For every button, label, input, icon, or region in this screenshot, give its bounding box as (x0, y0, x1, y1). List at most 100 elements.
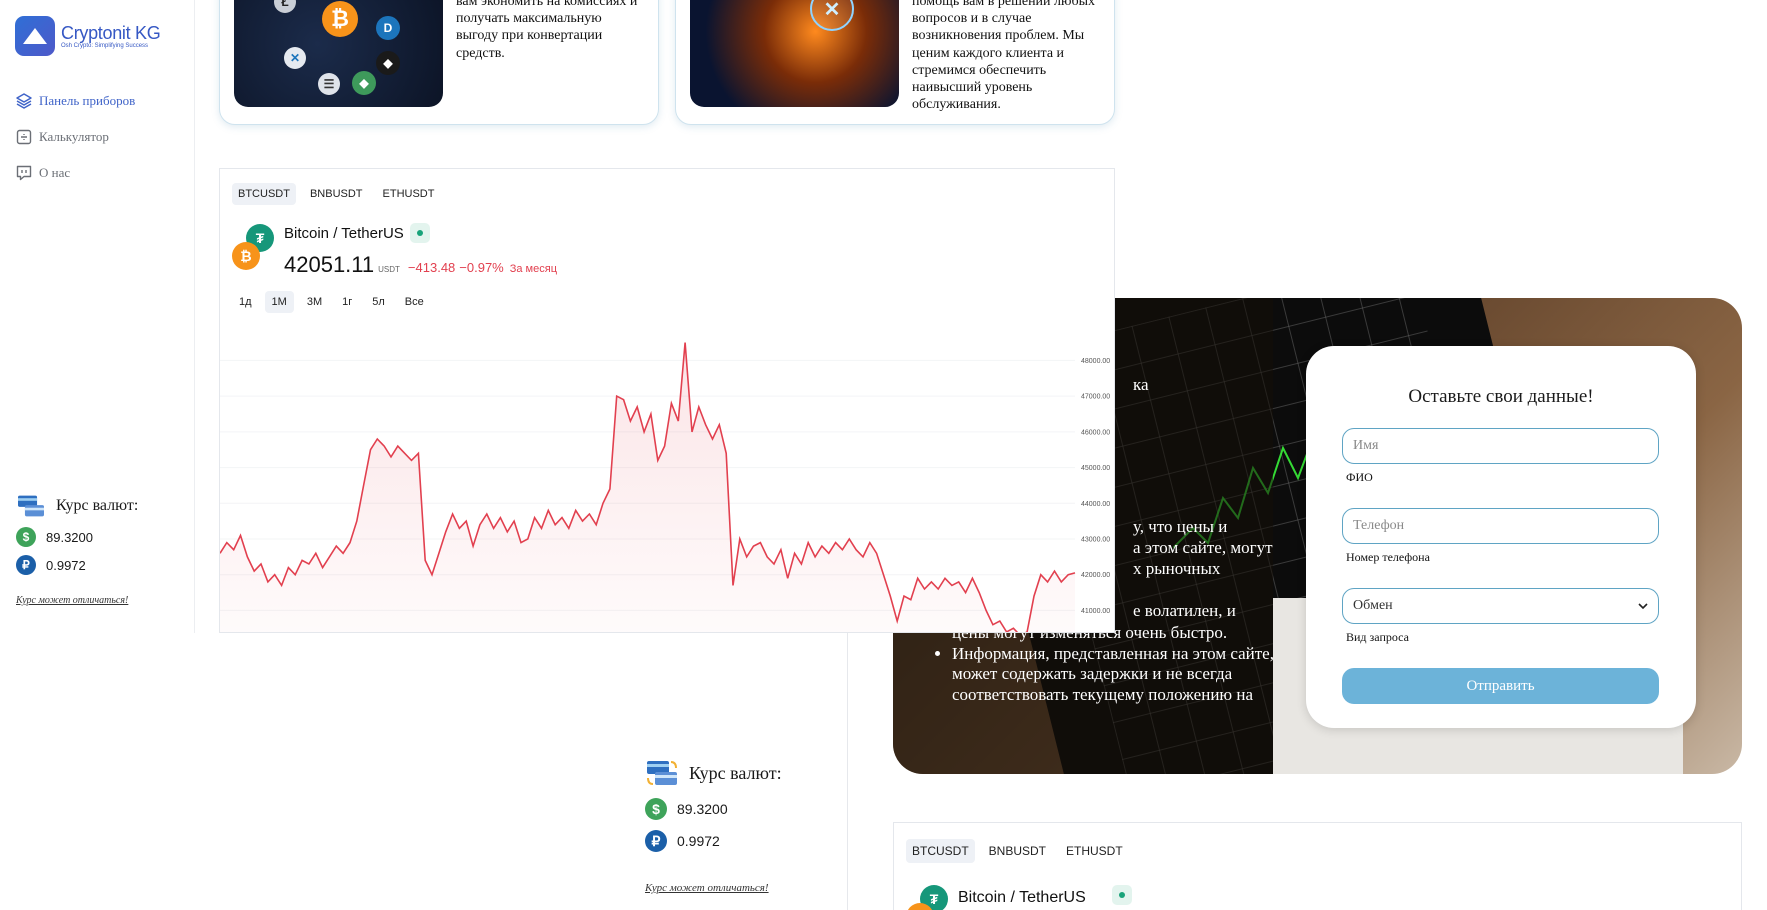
tab-ethusdt[interactable]: ETHUSDT (382, 188, 435, 200)
sidebar: Cryptonit KG Osh Crypto: Simplifying Suc… (0, 0, 195, 633)
name-input[interactable]: Имя (1342, 428, 1659, 464)
sidebar-item-dashboard[interactable]: Панель приборов (15, 92, 135, 110)
layers-icon (16, 93, 32, 109)
rates-title: Курс валют: (689, 762, 782, 783)
bg-text-fragment: у, что цены и (1133, 517, 1228, 536)
price-chart[interactable]: 48000.00 47000.00 46000.00 45000.00 44000.00… (220, 319, 1115, 633)
sidebar-item-label: О нас (39, 165, 71, 180)
ticker-widget: BTCUSDT BNBUSDT ETHUSDT ₮₿ Bitcoin / Tet… (219, 168, 1115, 633)
bg-text-fragment: ка (1133, 375, 1149, 394)
price-value: 42051.11 (284, 252, 375, 277)
range-1m[interactable]: 1M (264, 291, 294, 313)
phone-placeholder: Телефон (1353, 518, 1405, 533)
request-type-value: Обмен (1353, 598, 1393, 613)
range-1y[interactable]: 1г (342, 296, 353, 308)
y-tick-label: 46000.00 (1081, 429, 1110, 436)
crypto-coins-image: ₿ Ł D ✕ ◆ ☰ ◆ (234, 0, 443, 107)
price-change-abs: −413.48 (407, 260, 456, 275)
y-tick-label: 47000.00 (1081, 394, 1110, 401)
sidebar-item-calculator[interactable]: Калькулятор (15, 128, 135, 146)
sidebar-item-label: Калькулятор (39, 129, 109, 144)
rates-title: Курс валют: (56, 497, 139, 514)
price-line-series (220, 342, 1076, 632)
litecoin-icon: Ł (274, 0, 296, 13)
sidebar-item-label: Панель приборов (39, 93, 136, 108)
request-type-label: Вид запроса (1346, 630, 1409, 644)
disclaimer-list: цены могут изменяться очень быстро. Инфо… (930, 623, 1285, 705)
live-status-icon (1112, 885, 1132, 905)
currency-exchange-icon (18, 495, 44, 517)
ruble-icon: ₽ (16, 555, 36, 575)
pair-tabs: BTCUSDT BNBUSDT ETHUSDT (906, 839, 1129, 863)
logo[interactable]: Cryptonit KG Osh Crypto: Simplifying Suc… (15, 16, 161, 56)
range-selector: 1д 1M 3M 1г 5л Все (232, 291, 431, 313)
rub-rate: 0.9972 (677, 833, 720, 849)
y-tick-label: 43000.00 (1081, 537, 1110, 544)
range-5y[interactable]: 5л (372, 296, 385, 308)
feature-card: ✕ помощь вам в решении любых вопросов и … (675, 0, 1115, 125)
submit-button[interactable]: Отправить (1342, 668, 1659, 704)
currency-exchange-icon (647, 761, 677, 785)
y-tick-label: 48000.00 (1081, 358, 1110, 365)
fingerprint-icon: ☰ (318, 73, 340, 95)
tab-bnbusdt[interactable]: BNBUSDT (309, 188, 363, 200)
tab-btcusdt[interactable]: BTCUSDT (906, 839, 975, 863)
sidebar-nav: Панель приборов Калькулятор О нас (15, 92, 135, 200)
range-1d[interactable]: 1д (239, 296, 252, 308)
price-line: 42051.11 USDT −413.48 −0.97% За месяц (284, 252, 557, 278)
tab-btcusdt[interactable]: BTCUSDT (232, 183, 296, 205)
rates-disclaimer[interactable]: Курс может отличаться! (16, 595, 129, 606)
y-tick-label: 42000.00 (1081, 572, 1110, 579)
bg-text-fragment: х рыночных (1133, 559, 1221, 578)
feature-text: помощь вам в решении любых вопросов и в … (912, 0, 1096, 113)
bitcoin-icon: ₿ (322, 1, 358, 37)
y-tick-label: 45000.00 (1081, 465, 1110, 472)
tech-hand-image: ✕ (690, 0, 899, 107)
bg-text-fragment: е волатилен, и (1133, 601, 1236, 620)
usd-rate: 89.3200 (677, 801, 728, 817)
currency-rates-panel: Курс валют: $89.3200 ₽0.9972 Курс может … (16, 493, 138, 606)
name-label: ФИО (1346, 470, 1373, 484)
range-3m[interactable]: 3M (306, 296, 323, 308)
bg-text-fragment: а этом сайте, могут (1133, 538, 1273, 557)
pair-name: Bitcoin / TetherUS (958, 889, 1086, 906)
tools-icon: ✕ (810, 0, 854, 31)
pair-tabs: BTCUSDT BNBUSDT ETHUSDT (232, 183, 440, 205)
dollar-icon: $ (16, 527, 36, 547)
tab-bnbusdt[interactable]: BNBUSDT (988, 844, 1047, 858)
currency-rates-panel: Курс валют: $89.3200 ₽0.9972 Курс может … (645, 758, 782, 894)
ticker-widget: BTCUSDT BNBUSDT ETHUSDT ₮₿ Bitcoin / Tet… (893, 822, 1742, 910)
y-tick-label: 41000.00 (1081, 608, 1110, 615)
request-type-select[interactable]: Обмен (1342, 588, 1659, 624)
ruble-icon: ₽ (645, 830, 667, 852)
chevron-down-icon (1638, 603, 1648, 610)
logo-name: Cryptonit KG (61, 23, 161, 43)
price-change-pct: −0.97% (459, 260, 504, 275)
feature-card: ₿ Ł D ✕ ◆ ☰ ◆ вам экономить на комиссиях… (219, 0, 659, 125)
rates-disclaimer[interactable]: Курс может отличаться! (645, 882, 769, 894)
pair-icon: ₮₿ (906, 885, 948, 910)
feature-text: вам экономить на комиссиях и получать ма… (456, 0, 638, 61)
bitcoin-icon: ₿ (232, 242, 260, 270)
sidebar-item-about[interactable]: О нас (15, 164, 135, 182)
calculator-icon (16, 129, 32, 145)
mountain-logo-icon (15, 16, 55, 56)
range-all[interactable]: Все (404, 296, 424, 308)
logo-tagline: Osh Crypto: Simplifying Success (61, 43, 149, 49)
xrp-icon: ✕ (284, 47, 306, 69)
tether-icon: ₮ (920, 885, 948, 910)
tab-ethusdt[interactable]: ETHUSDT (1066, 844, 1123, 858)
rub-rate: 0.9972 (46, 557, 86, 573)
price-area (220, 342, 1075, 632)
phone-input[interactable]: Телефон (1342, 508, 1659, 544)
content-divider (847, 630, 848, 910)
price-currency: USDT (378, 265, 400, 274)
dash-icon: D (376, 16, 400, 40)
ethereum-classic-icon: ◆ (352, 71, 376, 95)
form-title: Оставьте свои данные! (1408, 386, 1594, 407)
name-placeholder: Имя (1353, 438, 1379, 453)
disclaimer-item: Информация, представленная на этом сайте… (952, 644, 1285, 706)
dollar-icon: $ (645, 798, 667, 820)
y-tick-label: 44000.00 (1081, 501, 1110, 508)
contact-form: Оставьте свои данные! Имя ФИО Телефон Но… (1306, 346, 1696, 728)
